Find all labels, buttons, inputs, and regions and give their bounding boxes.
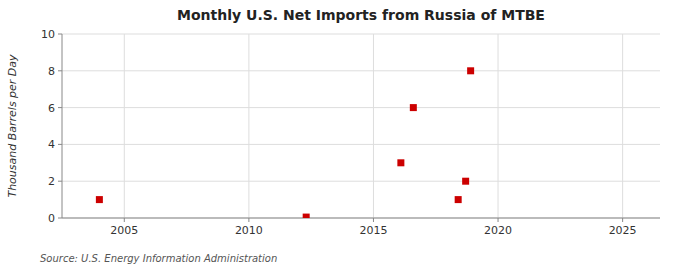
y-grid-line xyxy=(62,34,660,35)
y-tick xyxy=(58,70,62,71)
point xyxy=(455,196,462,203)
chart: 2005 2010 2015 2020 2025 0 2 4 6 8 10 Monthly U.S. … xyxy=(0,0,675,275)
y-tick-label: 4 xyxy=(48,138,55,151)
y-axis-line xyxy=(62,34,63,218)
x-tick-label: 2015 xyxy=(359,224,387,237)
point xyxy=(397,159,404,166)
x-grid-line xyxy=(373,34,374,218)
y-axis-label: Thousand Barrels per Day xyxy=(6,54,19,198)
y-grid-line xyxy=(62,107,660,108)
ticks: 2005 2010 2015 2020 2025 0 2 4 6 8 10 xyxy=(41,28,637,237)
x-tick-label: 2020 xyxy=(484,224,512,237)
x-axis-line xyxy=(62,218,660,219)
x-tick-label: 2010 xyxy=(235,224,263,237)
x-tick-label: 2005 xyxy=(110,224,138,237)
y-grid-line xyxy=(62,181,660,182)
points xyxy=(96,67,474,218)
y-tick xyxy=(58,107,62,108)
y-tick xyxy=(58,181,62,182)
x-tick xyxy=(373,218,374,222)
y-tick-label: 0 xyxy=(48,212,55,225)
y-tick-label: 8 xyxy=(48,65,55,78)
y-tick-label: 10 xyxy=(41,28,55,41)
y-tick-label: 2 xyxy=(48,175,55,188)
grid xyxy=(62,34,660,218)
x-grid-line xyxy=(124,34,125,218)
x-tick xyxy=(248,218,249,222)
y-grid-line xyxy=(62,144,660,145)
x-tick xyxy=(622,218,623,222)
x-tick xyxy=(124,218,125,222)
x-tick xyxy=(498,218,499,222)
source-note: Source: U.S. Energy Information Administ… xyxy=(40,253,277,264)
y-tick-label: 6 xyxy=(48,102,55,115)
point xyxy=(96,196,103,203)
x-grid-line xyxy=(248,34,249,218)
y-grid-line xyxy=(62,70,660,71)
y-tick xyxy=(58,218,62,219)
title: Monthly U.S. Net Imports from Russia of … xyxy=(177,7,545,23)
point xyxy=(462,178,469,185)
point xyxy=(467,67,474,74)
y-tick xyxy=(58,144,62,145)
chart-container: 2005 2010 2015 2020 2025 0 2 4 6 8 10 Monthly U.S. … xyxy=(0,0,675,275)
x-tick-label: 2025 xyxy=(609,224,637,237)
x-grid-line xyxy=(498,34,499,218)
x-grid-line xyxy=(622,34,623,218)
y-tick xyxy=(58,34,62,35)
point xyxy=(410,104,417,111)
point xyxy=(303,214,310,218)
y-grid-line xyxy=(62,218,660,219)
